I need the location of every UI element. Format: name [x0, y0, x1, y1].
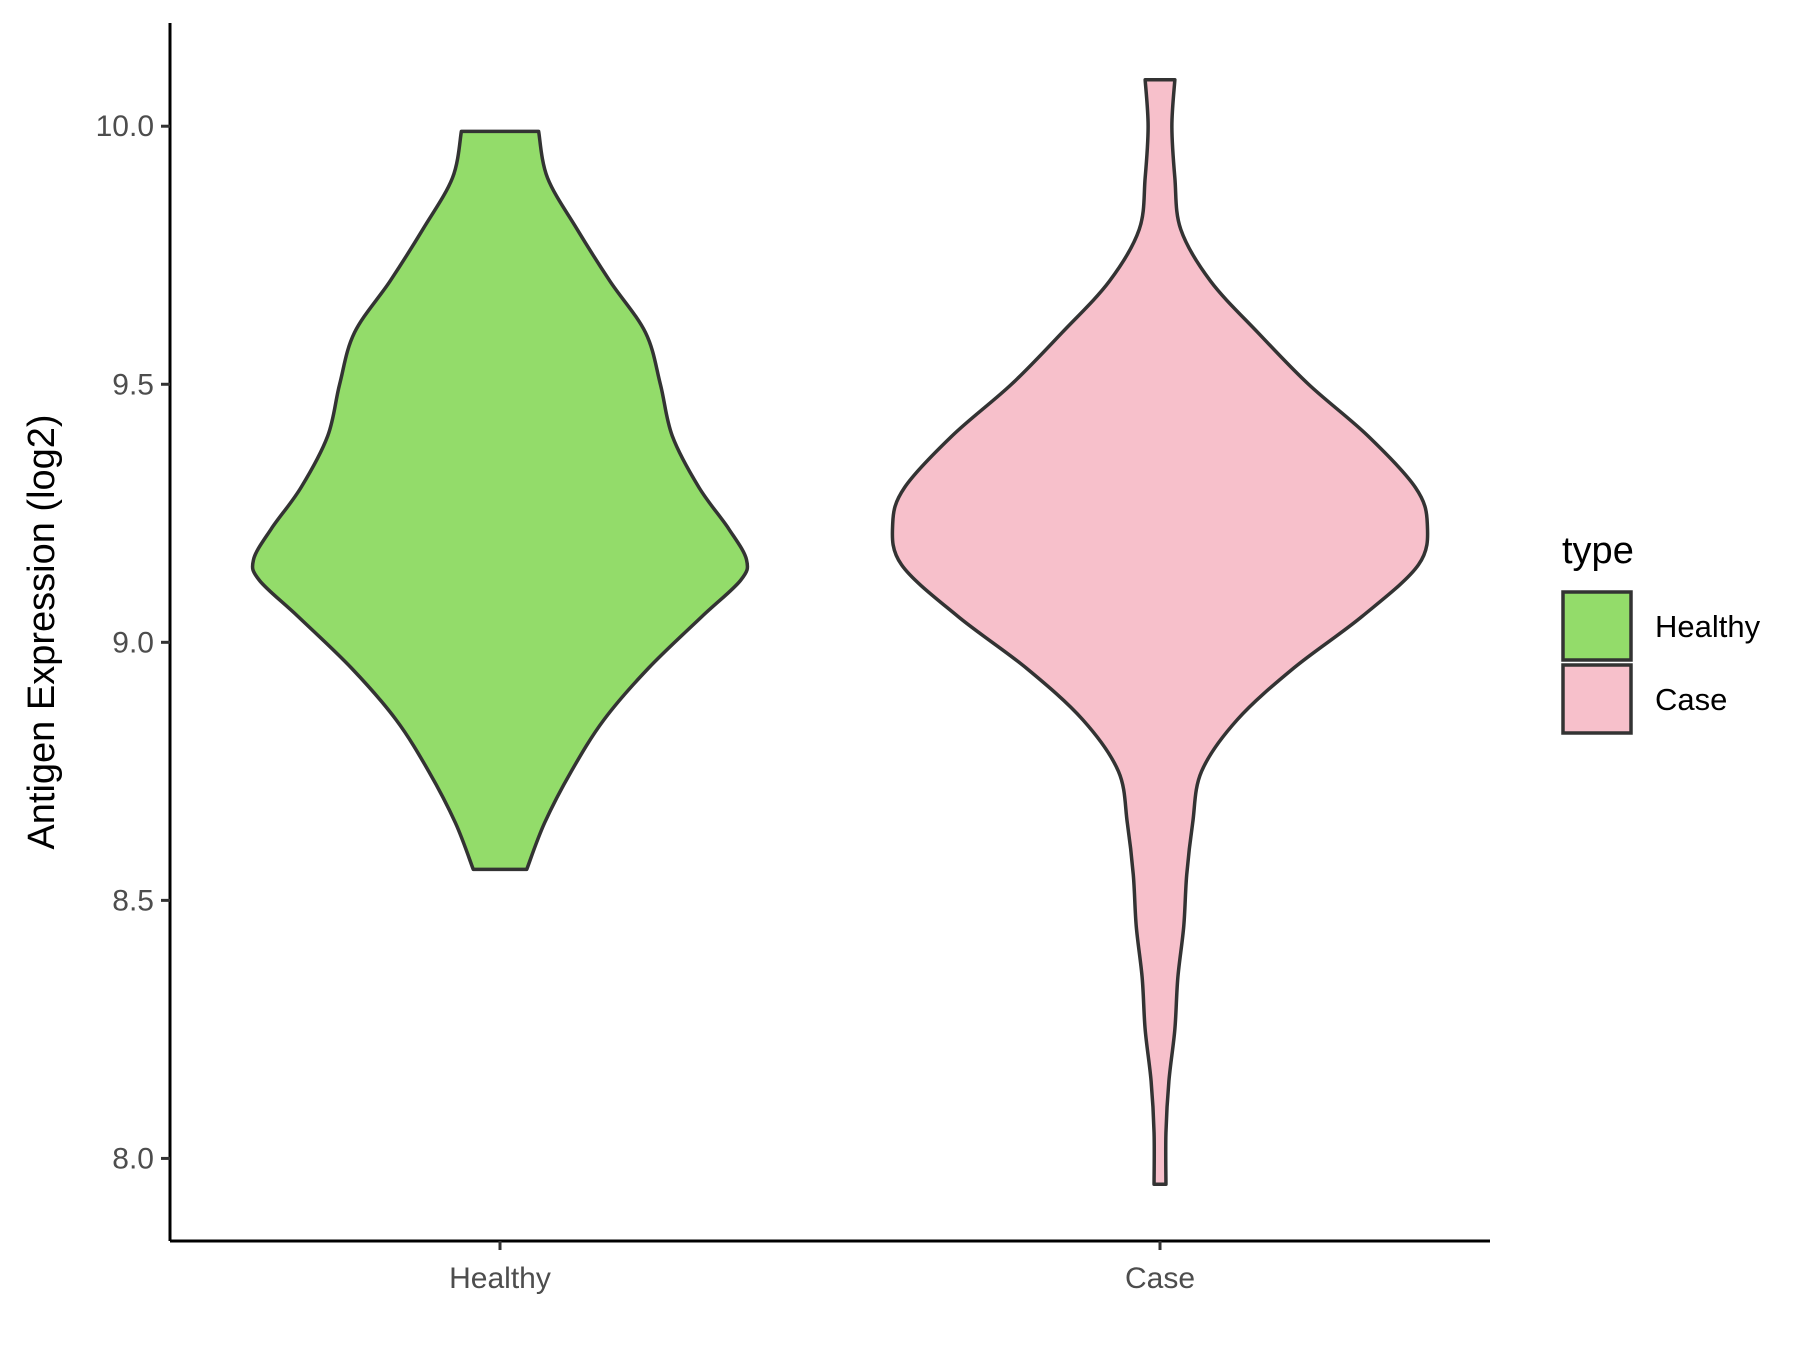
x-tick-label: Healthy [449, 1262, 551, 1295]
legend-swatch-case [1561, 663, 1633, 735]
axes [168, 23, 1490, 1243]
y-ticks: 8.0 8.5 9.0 9.5 10.0 [96, 110, 170, 1175]
y-tick-label: 10.0 [96, 110, 154, 143]
y-tick-label: 8.5 [112, 884, 154, 917]
y-axis-title: Antigen Expression (log2) [21, 414, 63, 849]
legend-swatch-healthy [1561, 590, 1633, 662]
legend-title: type [1562, 530, 1634, 572]
x-ticks: Healthy Case [449, 1241, 1195, 1295]
y-tick-label: 9.5 [112, 368, 154, 401]
legend: type Healthy Case [1561, 530, 1761, 735]
violin-layer [250, 78, 1430, 1186]
legend-label-case: Case [1655, 682, 1727, 717]
y-tick-label: 9.0 [112, 626, 154, 659]
y-tick-label: 8.0 [112, 1142, 154, 1175]
violin-case [890, 78, 1430, 1186]
violin-healthy [250, 129, 750, 872]
legend-label-healthy: Healthy [1655, 609, 1761, 644]
x-tick-label: Case [1125, 1262, 1195, 1295]
